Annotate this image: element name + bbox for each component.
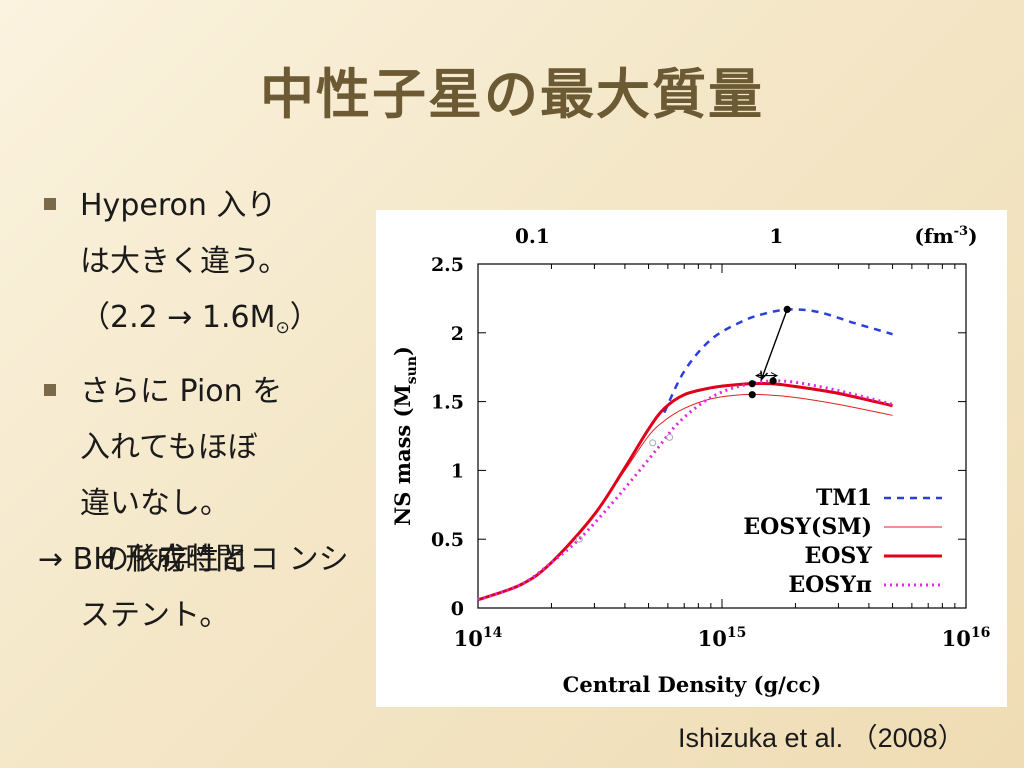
top-axis-unit: (fm-3) xyxy=(914,224,977,248)
bullet-line: 違いなし。 xyxy=(80,486,230,521)
max-mass-marker xyxy=(748,380,756,388)
bullet-item-hyperon: Hyperon 入り は大きく違う。 （2.2 → 1.6M⊙） xyxy=(38,178,368,356)
y-tick-label: 2.5 xyxy=(431,254,464,276)
open-marker xyxy=(575,535,583,543)
square-bullet-icon xyxy=(44,198,56,210)
bullet-line: は大きく違う。 xyxy=(80,244,289,279)
bullet-line-mass: （2.2 → 1.6M⊙） xyxy=(80,290,368,356)
legend-label: EOSY(SM) xyxy=(743,514,872,540)
bullet-line: さらに Pion を xyxy=(80,374,283,409)
legend-label: TM1 xyxy=(816,485,872,511)
top-axis-tick-label: 1 xyxy=(769,224,783,248)
conclusion-text: BH 形成時間 xyxy=(63,542,246,577)
open-marker xyxy=(666,433,674,441)
y-tick-label: 0 xyxy=(451,598,464,620)
y-tick-label: 2 xyxy=(451,323,464,345)
conclusion-line: の依存性とコ xyxy=(99,542,280,577)
conclusion-line: → BH 形成時間 xyxy=(38,532,245,588)
slide-title: 中性子星の最大質量 xyxy=(260,63,764,126)
y-tick-label: 0.5 xyxy=(431,529,464,551)
bullet-line: Hyperon 入り xyxy=(80,188,277,223)
y-tick-label: 1.5 xyxy=(431,392,464,414)
conclusion-line: ンシステント。 xyxy=(80,542,349,633)
chart-panel: 0 0.5 1 1.5 2 2.5 1014 1015 1016 0.1 1 (fm-3) Centra… xyxy=(376,210,1007,707)
right-arrow-icon: → xyxy=(38,542,64,577)
max-mass-marker xyxy=(748,391,756,399)
citation: Ishizuka et al. （2008） xyxy=(678,723,965,753)
x-axis-label: Central Density (g/cc) xyxy=(563,672,822,697)
y-tick-label: 1 xyxy=(451,460,464,482)
conclusion-item: → BH 形成時間 . の依存性とコ ンシステント。 xyxy=(38,532,368,644)
double-arrow-head-left xyxy=(755,372,763,380)
sun-symbol: ⊙ xyxy=(275,318,290,338)
bullet-line: 入れてもほぼ xyxy=(80,430,258,465)
y-axis-label: NS mass (Msun) xyxy=(390,346,420,526)
ns-mass-chart: 0 0.5 1 1.5 2 2.5 1014 1015 1016 0.1 1 (fm-3) Centra… xyxy=(390,224,991,697)
x-tick-label: 1014 xyxy=(454,625,503,651)
top-axis-tick-label: 0.1 xyxy=(515,224,550,248)
legend-label: EOSYπ xyxy=(788,572,872,598)
mass-text: （2.2 → 1.6M xyxy=(80,300,276,335)
series-line-tm1 xyxy=(663,308,893,414)
max-mass-marker xyxy=(769,377,777,385)
bullet-list: Hyperon 入り は大きく違う。 （2.2 → 1.6M⊙） さらに Pio… xyxy=(38,178,368,644)
series-line-eosy xyxy=(477,381,893,602)
legend-label: EOSY xyxy=(804,543,872,569)
square-bullet-icon xyxy=(44,384,56,396)
double-arrow-head-right xyxy=(770,372,779,380)
max-mass-marker xyxy=(783,305,791,314)
annotation-arrow-line xyxy=(760,309,788,380)
mass-text-end: ） xyxy=(289,300,320,335)
open-marker xyxy=(649,439,657,447)
x-tick-label: 1016 xyxy=(942,625,991,651)
bullet-item-pion: さらに Pion を 入れてもほぼ 違いなし。 xyxy=(38,364,368,532)
x-tick-label: 1015 xyxy=(698,625,747,651)
